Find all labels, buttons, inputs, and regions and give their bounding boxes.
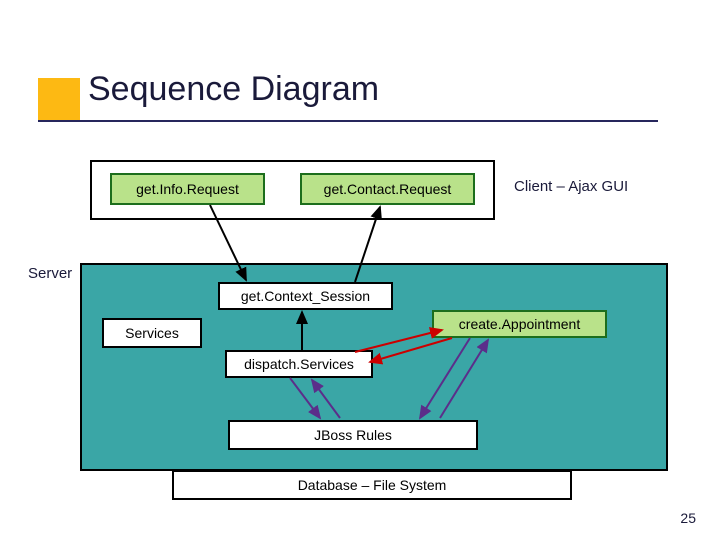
- get-contact-request-box: get.Contact.Request: [300, 173, 475, 205]
- client-label: Client – Ajax GUI: [514, 178, 628, 195]
- get-context-label: get.Context_Session: [241, 288, 370, 304]
- jboss-rules-box: JBoss Rules: [228, 420, 478, 450]
- get-contact-label: get.Contact.Request: [324, 181, 452, 197]
- accent-square: [38, 78, 80, 120]
- jboss-label: JBoss Rules: [314, 427, 392, 443]
- get-info-label: get.Info.Request: [136, 181, 239, 197]
- database-label: Database – File System: [298, 477, 447, 493]
- server-label: Server: [28, 265, 72, 282]
- get-info-request-box: get.Info.Request: [110, 173, 265, 205]
- services-label: Services: [125, 325, 179, 341]
- database-box: Database – File System: [172, 470, 572, 500]
- page-title: Sequence Diagram: [88, 70, 379, 109]
- dispatch-label: dispatch.Services: [244, 356, 354, 372]
- get-context-session-box: get.Context_Session: [218, 282, 393, 310]
- services-box: Services: [102, 318, 202, 348]
- page-number: 25: [680, 510, 696, 526]
- dispatch-services-box: dispatch.Services: [225, 350, 373, 378]
- title-underline: [38, 120, 658, 122]
- create-appointment-box: create.Appointment: [432, 310, 607, 338]
- create-appt-label: create.Appointment: [459, 316, 580, 332]
